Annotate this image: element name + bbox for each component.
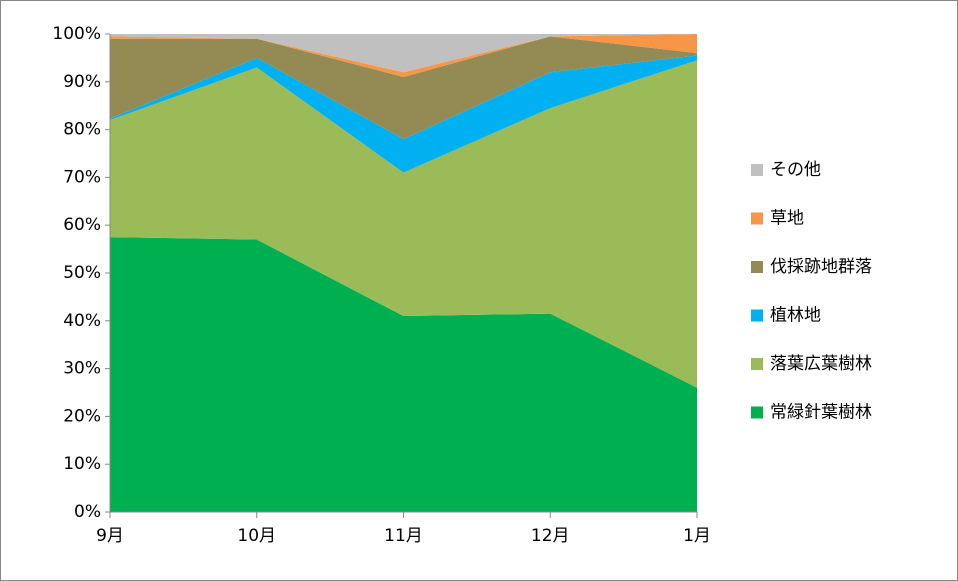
area [110,34,697,73]
legend-label: 常緑針葉樹林 [770,403,872,423]
legend-label: その他 [770,160,821,180]
legend-swatch [751,358,763,370]
x-tick-label: 11月 [384,526,423,546]
y-tick-label: 90% [63,72,101,92]
legend-swatch [751,164,763,176]
y-tick-label: 20% [63,406,101,426]
y-tick-label: 40% [63,311,101,331]
y-tick-label: 50% [63,263,101,283]
y-tick-label: 30% [63,359,101,379]
legend-swatch [751,261,763,273]
legend-swatch [751,212,763,225]
x-tick-label: 10月 [237,526,276,546]
x-tick-label: 12月 [531,526,570,546]
area [110,60,697,388]
area [110,237,697,512]
x-tick-label: 9月 [96,526,124,546]
legend-label: 伐採跡地群落 [770,257,872,277]
legend-swatch [751,309,763,322]
y-tick-label: 60% [63,215,101,235]
area [110,36,697,140]
legend-label: 落葉広葉樹林 [770,354,872,374]
y-tick-label: 100% [52,24,101,44]
legend-swatch [751,406,763,419]
y-tick-label: 0% [74,502,101,522]
area [110,55,697,173]
y-tick-label: 10% [63,454,101,474]
area [110,34,697,78]
legend-label: 草地 [770,209,804,229]
y-tick-label: 70% [63,167,101,187]
legend-label: 植林地 [770,306,821,326]
x-tick-label: 1月 [683,526,711,546]
y-tick-label: 80% [63,120,101,140]
